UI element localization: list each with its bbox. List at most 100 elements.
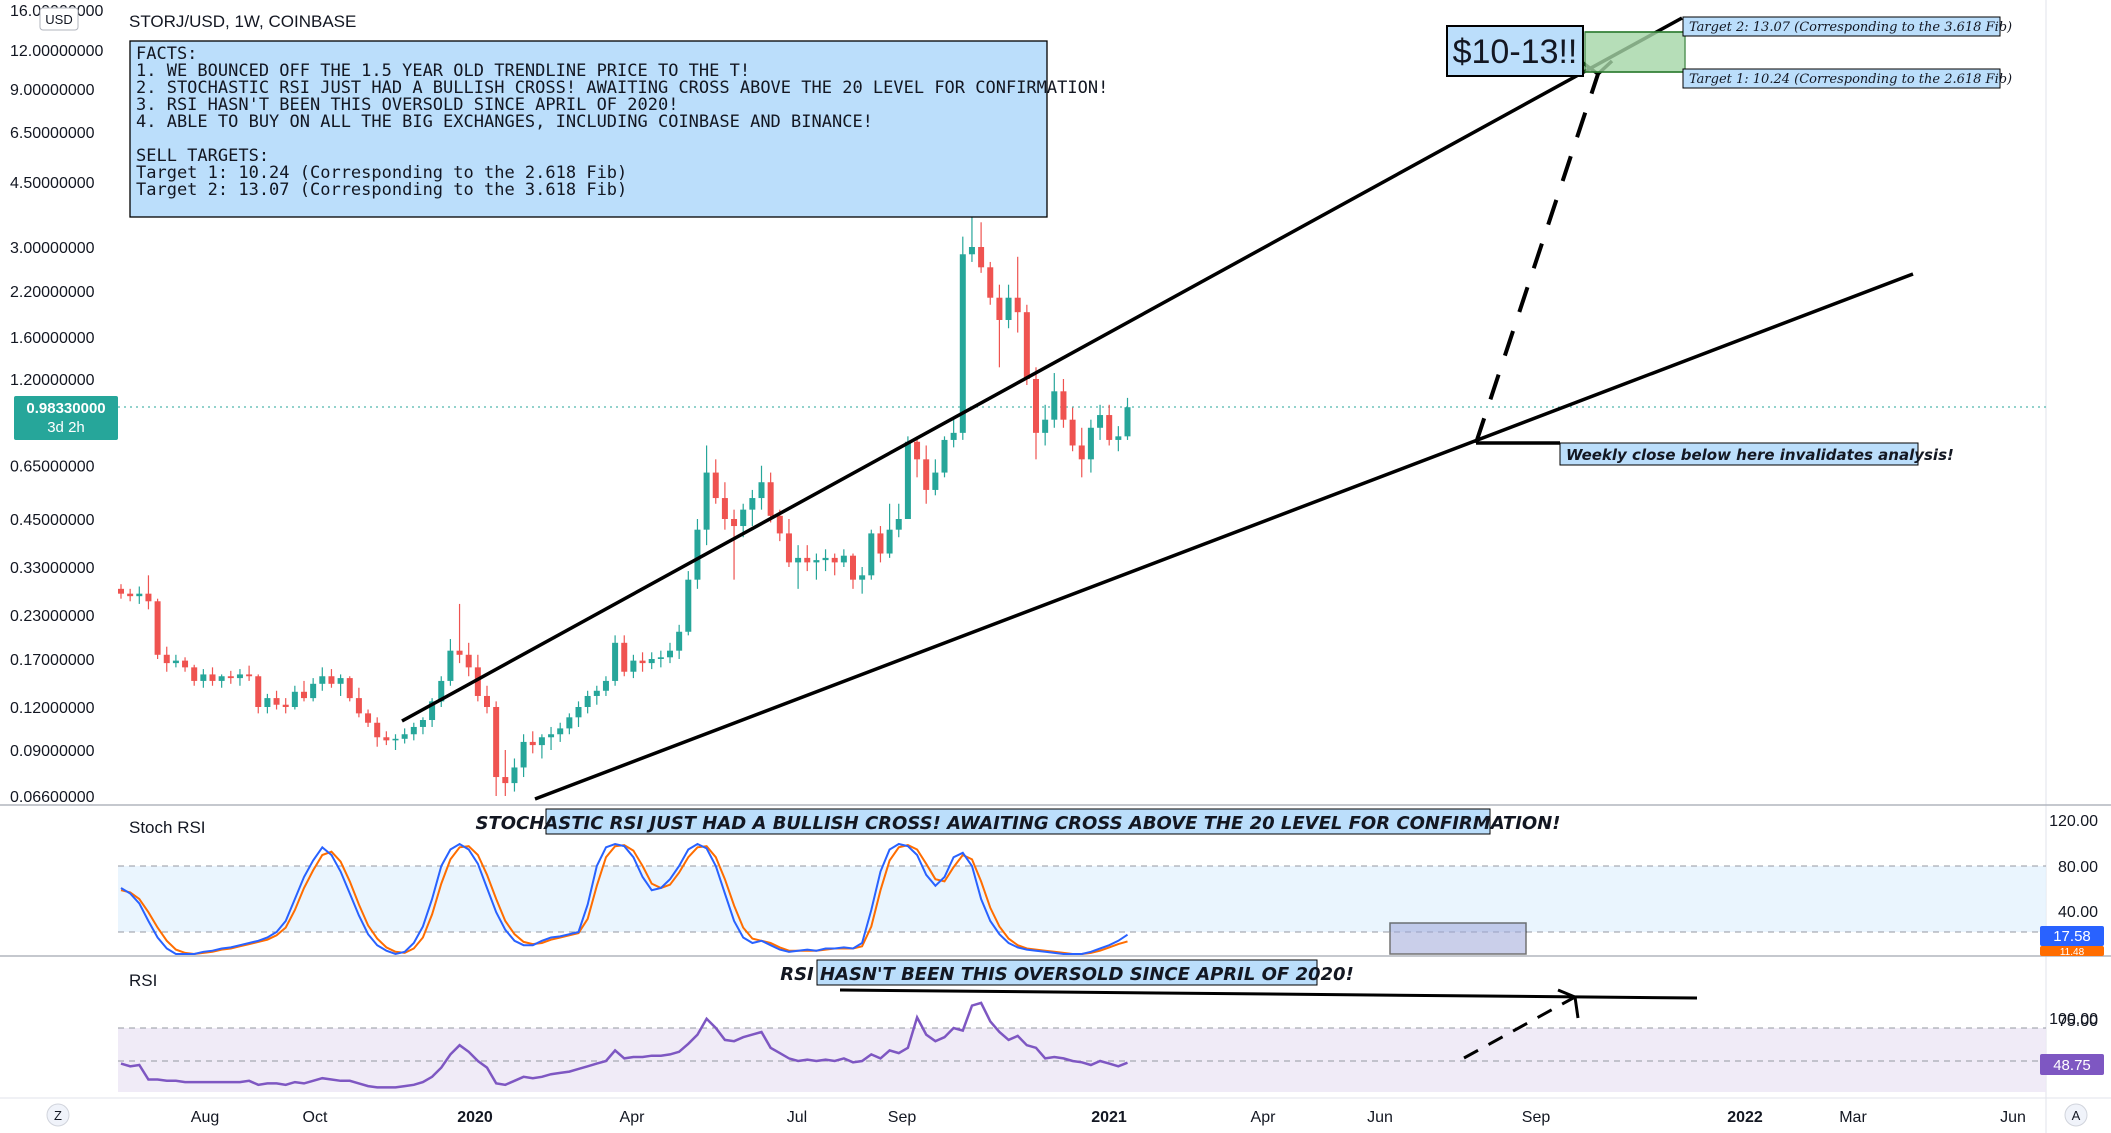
time-tick-label: Jun [1367, 1109, 1393, 1126]
time-tick-label: Sep [1522, 1109, 1551, 1126]
facts-line: Target 2: 13.07 (Corresponding to the 3.… [136, 180, 627, 200]
candle-body [474, 667, 481, 696]
invalidation-label-box [1559, 442, 1919, 466]
candle-body [566, 717, 573, 729]
candle-body [630, 660, 637, 672]
candle-body [172, 660, 179, 664]
price-tick-label: 0.09000000 [10, 743, 95, 760]
rsi-tick-label: 75.00 [2058, 1013, 2098, 1030]
candle-body [419, 720, 426, 727]
timezone-button[interactable] [46, 1103, 70, 1127]
rsi-note: RSI HASN'T BEEN THIS OVERSOLD SINCE APRI… [780, 964, 1354, 985]
candle-body [328, 676, 335, 684]
target1-label-box [1682, 68, 2001, 89]
candle-body [511, 767, 518, 784]
currency-badge[interactable] [39, 7, 79, 31]
candle-body [200, 674, 207, 681]
candle-body [859, 575, 866, 580]
candle-body [978, 247, 985, 268]
candle-body [813, 560, 820, 563]
target1-label: Target 1: 10.24 (Corresponding to the 2.… [1689, 72, 2012, 87]
stoch-tick-label: 120.00 [2049, 813, 2098, 830]
candle-body [383, 737, 390, 741]
candle-body [968, 247, 975, 255]
price-tick-label: 0.12000000 [10, 700, 95, 717]
current-price-pill [14, 396, 118, 440]
target-zone-box [1584, 31, 1686, 73]
candle-body [1124, 407, 1131, 437]
candle-body [904, 441, 911, 519]
candle-body [246, 674, 253, 677]
candle-body [712, 472, 719, 499]
price-tick-label: 12.00000000 [10, 43, 104, 60]
candle-body [987, 267, 994, 298]
candle-body [648, 659, 655, 664]
auto-scale-button[interactable] [2064, 1103, 2088, 1127]
candle-body [941, 439, 948, 473]
candle-body [182, 660, 189, 668]
candle-body [557, 728, 564, 735]
stoch-note: STOCHASTIC RSI JUST HAD A BULLISH CROSS!… [476, 813, 1561, 834]
rsi-line-group [120, 1001, 1128, 1089]
rsi-value: 48.75 [2053, 1057, 2091, 1074]
price-tick-label: 1.20000000 [10, 372, 95, 389]
candle-body [1014, 297, 1021, 313]
time-tick-label: Apr [620, 1109, 646, 1126]
candle-body [685, 579, 692, 632]
candle-body [639, 660, 646, 664]
time-tick-label: Aug [191, 1109, 219, 1126]
candle-body [392, 738, 399, 741]
candle-body [914, 441, 921, 460]
candle-body [484, 695, 490, 707]
facts-box [129, 40, 1048, 218]
candle-body [538, 737, 545, 746]
candle-body [1051, 391, 1058, 420]
candle-body [877, 533, 884, 554]
candle-body [657, 657, 664, 659]
candle-body [456, 650, 463, 655]
price-tick-label: 4.50000000 [10, 175, 95, 192]
candle-body [191, 667, 198, 681]
candle-body [355, 698, 362, 714]
candle-body [749, 498, 756, 510]
time-tick-label: Oct [303, 1109, 328, 1126]
candle-body [776, 515, 783, 534]
price-tick-label: 1.60000000 [10, 330, 95, 347]
candle-body [767, 482, 774, 516]
time-tick-label: Apr [1251, 1109, 1277, 1126]
candle-body [401, 734, 408, 739]
candle-body [575, 707, 582, 718]
stoch-d-pill [2040, 946, 2104, 956]
rsi-projection-arrowhead [1557, 988, 1580, 1019]
stoch-tick-label: 40.00 [2058, 904, 2098, 921]
rsi-value-pill [2040, 1054, 2104, 1075]
candle-body [548, 734, 555, 738]
stoch-k-line [120, 842, 1129, 956]
candle-body [584, 695, 591, 707]
candles [118, 189, 1131, 796]
symbol-title: STORJ/USD, 1W, COINBASE [129, 12, 356, 31]
facts-line: FACTS: [136, 44, 197, 64]
price-tick-label: 2.20000000 [10, 284, 95, 301]
candle-body [218, 676, 225, 681]
target2-label: Target 2: 13.07 (Corresponding to the 3.… [1689, 20, 2012, 35]
candle-body [374, 722, 381, 738]
candle-body [1087, 427, 1094, 460]
candle-body [520, 741, 527, 768]
facts-line: 2. STOCHASTIC RSI JUST HAD A BULLISH CRO… [136, 78, 1108, 98]
price-axis-ticks: 16.0000000012.000000009.000000006.500000… [10, 3, 2098, 1071]
rsi-band [118, 1028, 2046, 1092]
candle-body [209, 674, 216, 681]
candle-body [236, 674, 243, 679]
candle-body [502, 777, 509, 784]
candle-body [612, 642, 619, 681]
candle-body [154, 601, 161, 655]
candle-body [136, 593, 143, 597]
candle-body [447, 650, 454, 681]
candle-body [410, 726, 417, 735]
rsi-resistance-line [839, 988, 1698, 1000]
candle-body [1033, 379, 1039, 433]
rsi-title: RSI [129, 971, 157, 990]
stoch-k-value: 17.58 [2053, 928, 2091, 945]
zoom-icon: Z [54, 1108, 62, 1123]
